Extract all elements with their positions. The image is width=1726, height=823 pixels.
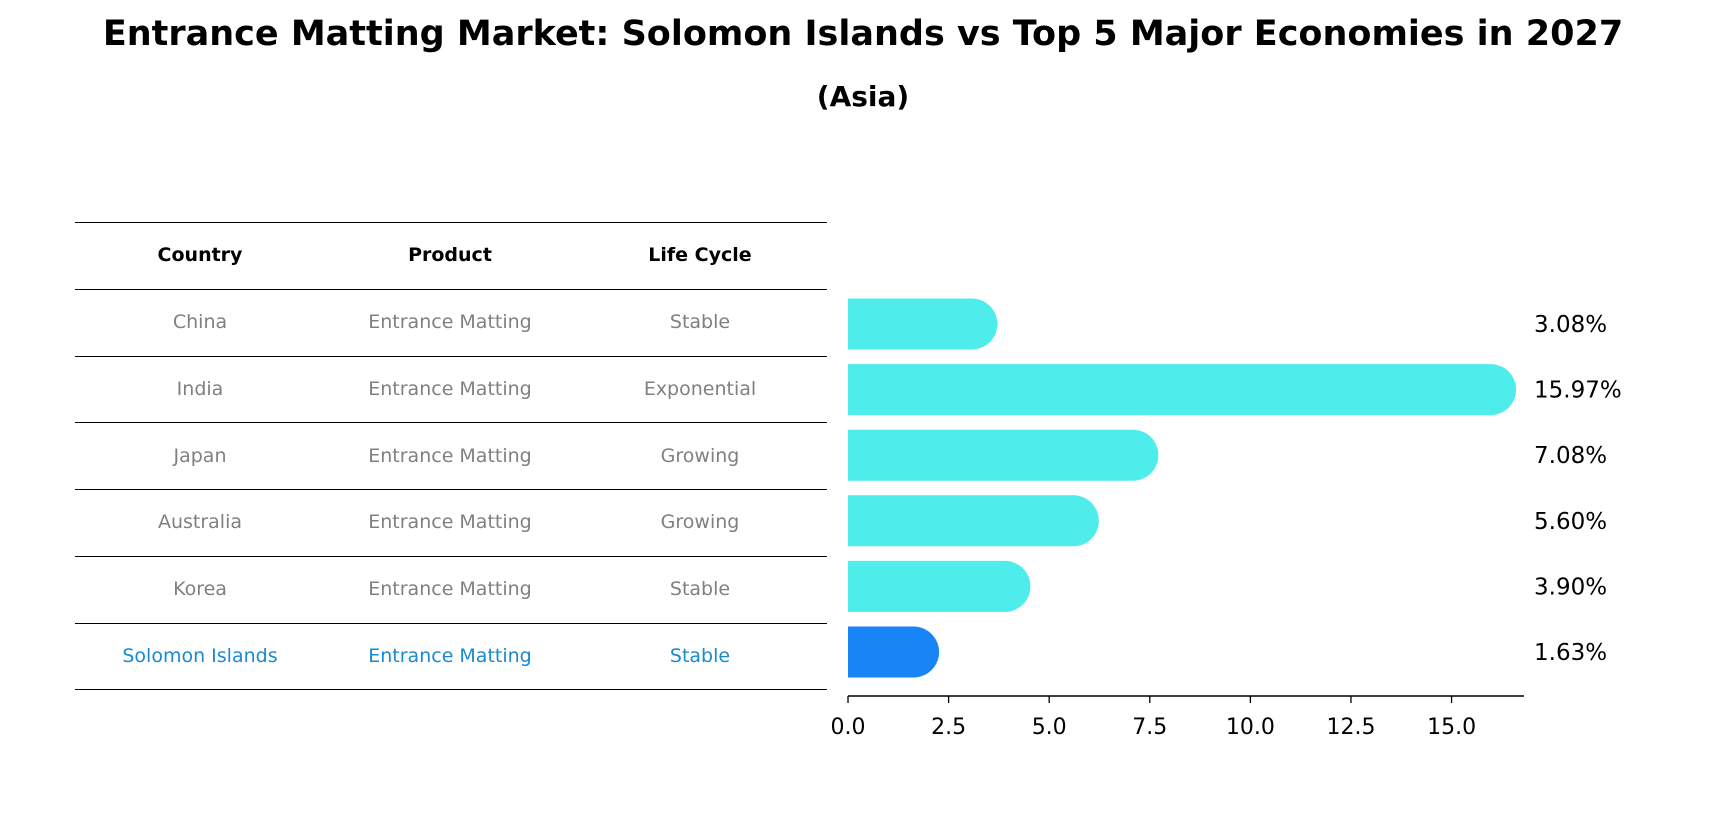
table-row-rule — [75, 622, 827, 624]
table-cell-country: Solomon Islands — [122, 644, 278, 667]
table-cell-life-cycle: Stable — [669, 644, 731, 667]
value-label: 3.90% — [1534, 574, 1607, 600]
table-row-rule — [75, 555, 827, 557]
table-cell-product: Entrance Matting — [368, 511, 532, 534]
header-product: Product — [408, 244, 492, 266]
bar-australia — [848, 495, 1099, 547]
x-tick-label: 15.0 — [1427, 715, 1476, 740]
chart-title: Entrance Matting Market: Solomon Islands… — [102, 14, 1624, 54]
value-label: 5.60% — [1534, 509, 1607, 535]
table-cell-product: Entrance Matting — [368, 444, 532, 467]
bar-japan — [848, 429, 1159, 481]
x-tick-label: 2.5 — [931, 715, 966, 740]
table-cell-product: Entrance Matting — [368, 578, 532, 601]
value-label: 1.63% — [1534, 640, 1607, 666]
table-cell-country: India — [176, 378, 224, 401]
table-cell-product: Entrance Matting — [368, 311, 532, 334]
table-cell-life-cycle: Growing — [660, 444, 740, 467]
table-cell-life-cycle: Growing — [660, 511, 740, 534]
bar-china — [848, 298, 998, 350]
table-top-rule — [75, 222, 827, 223]
x-tick-label: 7.5 — [1132, 715, 1167, 740]
table-cell-product: Entrance Matting — [368, 378, 532, 401]
x-tick-label: 5.0 — [1032, 715, 1067, 740]
header-life-cycle: Life Cycle — [648, 244, 752, 266]
chart-subtitle: (Asia) — [816, 80, 910, 113]
table-cell-country: Korea — [173, 578, 227, 601]
table-row-rule — [75, 422, 827, 424]
table-cell-country: China — [172, 311, 228, 334]
table-row-rule — [75, 489, 827, 491]
bar-india — [848, 364, 1517, 416]
table-cell-life-cycle: Stable — [669, 578, 731, 601]
table-cell-life-cycle: Exponential — [643, 378, 757, 401]
bar-solomon-islands — [848, 626, 940, 678]
value-label: 3.08% — [1534, 312, 1607, 338]
table-cell-country: Australia — [157, 511, 243, 534]
value-label: 7.08% — [1534, 443, 1607, 469]
table-header-rule — [75, 289, 827, 290]
x-tick-label: 10.0 — [1226, 715, 1275, 740]
table-row-rule — [75, 689, 827, 691]
table-cell-country: Japan — [173, 444, 227, 467]
bar-korea — [848, 560, 1031, 612]
x-tick-label: 0.0 — [831, 715, 866, 740]
table-cell-product: Entrance Matting — [368, 644, 532, 667]
value-label: 15.97% — [1534, 378, 1622, 404]
table-cell-life-cycle: Stable — [669, 311, 731, 334]
header-country: Country — [157, 244, 243, 266]
table-row-rule — [75, 355, 827, 357]
x-tick-label: 12.5 — [1326, 715, 1375, 740]
